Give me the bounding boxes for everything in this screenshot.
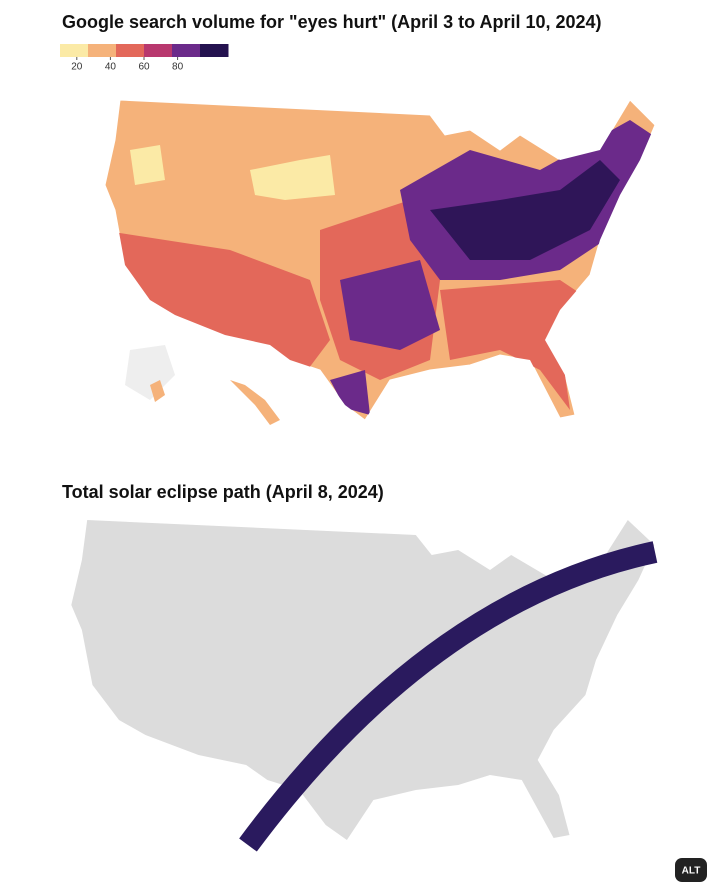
eclipse-title: Total solar eclipse path (April 8, 2024) <box>62 482 384 502</box>
legend: 20 40 60 80 <box>60 44 229 73</box>
legend-swatch <box>172 44 201 57</box>
eclipse-map <box>71 520 658 852</box>
alt-label: ALT <box>682 866 701 877</box>
heatmap-map <box>104 99 656 425</box>
legend-swatch <box>88 44 117 57</box>
legend-swatch <box>144 44 173 57</box>
legend-tick-label: 60 <box>138 62 150 73</box>
legend-tick-label: 40 <box>105 62 117 73</box>
map-title: Google search volume for "eyes hurt" (Ap… <box>62 12 602 32</box>
hawaii <box>230 380 280 425</box>
legend-swatch <box>116 44 145 57</box>
alt-button[interactable]: ALT <box>675 858 707 882</box>
legend-swatch <box>60 44 89 57</box>
eclipse-path <box>239 541 658 852</box>
legend-tick-label: 20 <box>71 62 83 73</box>
legend-tick-label: 80 <box>172 62 184 73</box>
legend-swatch <box>200 44 229 57</box>
alaska <box>125 345 175 400</box>
